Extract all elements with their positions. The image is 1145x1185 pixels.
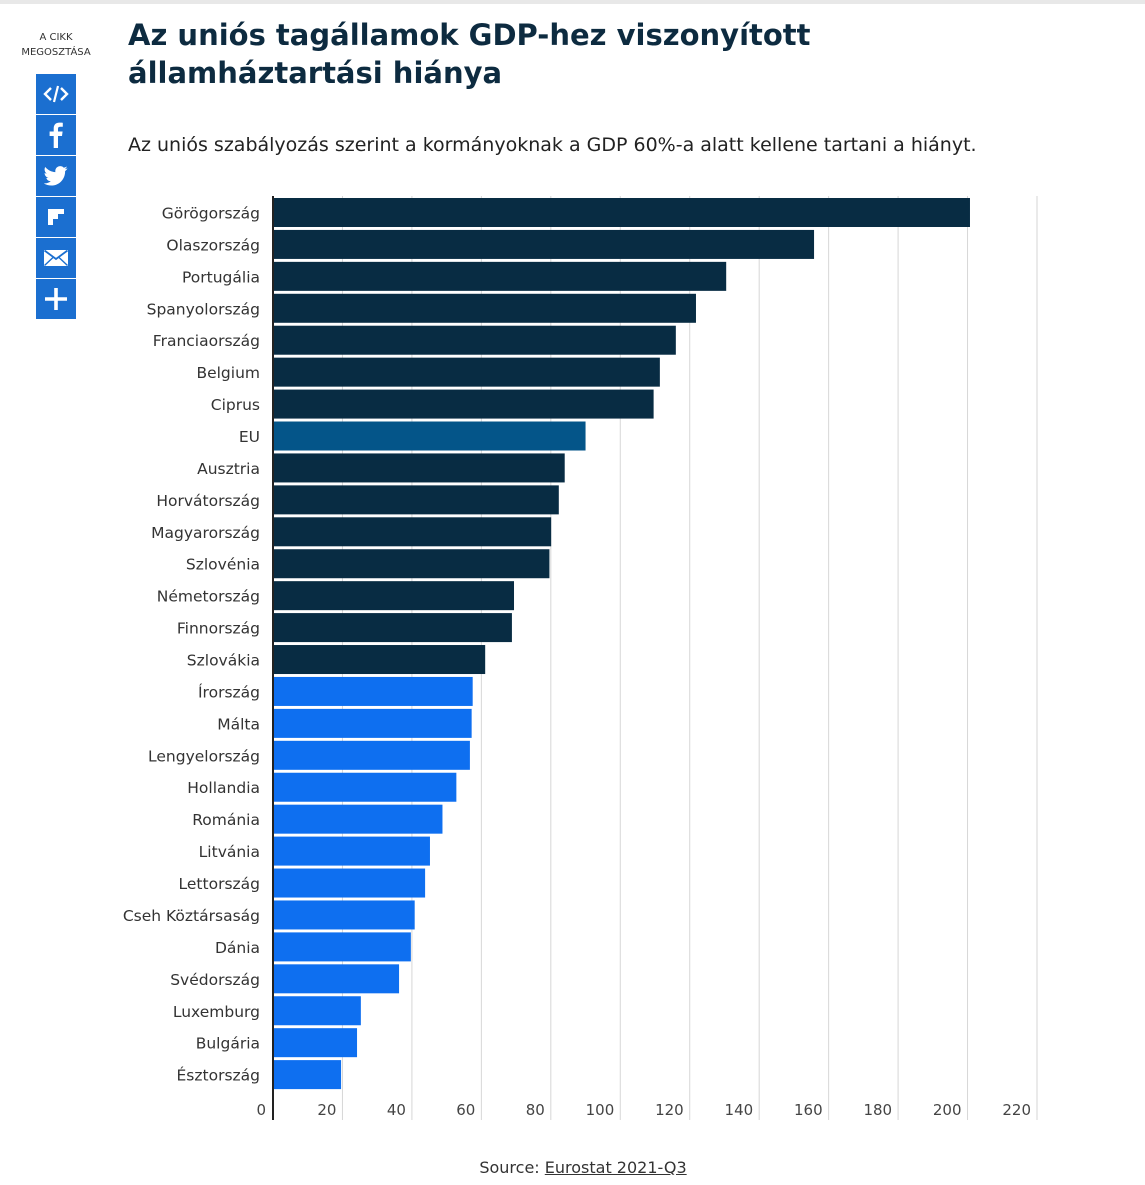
bar xyxy=(273,804,443,834)
source-link[interactable]: Eurostat 2021-Q3 xyxy=(544,1158,687,1177)
bar xyxy=(273,485,559,515)
chart-subtitle: Az uniós szabályozás szerint a kormányok… xyxy=(128,134,977,156)
bar xyxy=(273,676,473,706)
more-share-button[interactable] xyxy=(36,279,76,319)
x-tick-label: 180 xyxy=(863,1101,892,1119)
facebook-share-button[interactable] xyxy=(36,115,76,155)
bar xyxy=(273,932,411,962)
bar xyxy=(273,357,660,387)
category-label: EU xyxy=(239,428,260,446)
bar xyxy=(273,1028,358,1058)
bar xyxy=(273,900,415,930)
bar xyxy=(273,1060,342,1090)
chart-title: Az uniós tagállamok GDP-hez viszonyított… xyxy=(128,18,811,90)
embed-share-button[interactable] xyxy=(36,74,76,114)
share-rail: A CIKK MEGOSZTÁSA xyxy=(20,30,92,319)
source-line: Source: Eurostat 2021-Q3 xyxy=(0,1158,1145,1177)
x-tick-label: 100 xyxy=(586,1101,615,1119)
category-label: Írország xyxy=(198,682,260,701)
x-tick-label: 120 xyxy=(655,1101,684,1119)
category-label: Románia xyxy=(192,811,260,829)
x-tick-label: 40 xyxy=(387,1101,406,1119)
x-tick-label: 160 xyxy=(794,1101,823,1119)
bar xyxy=(273,740,470,770)
category-label: Portugália xyxy=(182,268,260,286)
category-label: Észtország xyxy=(177,1066,261,1085)
category-label: Finnország xyxy=(177,620,260,638)
bar xyxy=(273,293,696,323)
category-label: Görögország xyxy=(162,205,260,223)
category-label: Horvátország xyxy=(156,492,260,510)
x-tick-label: 0 xyxy=(256,1101,266,1119)
bar xyxy=(273,996,361,1026)
bar xyxy=(273,229,815,259)
source-prefix: Source: xyxy=(479,1158,545,1177)
category-label: Cseh Köztársaság xyxy=(123,907,260,925)
facebook-icon xyxy=(49,122,63,148)
category-label: Franciaország xyxy=(153,332,260,350)
bar-chart: Görögország Olaszország Portugália Spanyolo… xyxy=(123,196,1038,1120)
twitter-icon xyxy=(44,166,68,186)
category-label: Magyarország xyxy=(151,524,260,542)
bar xyxy=(273,261,727,291)
bar xyxy=(273,836,430,866)
category-label: Lettország xyxy=(179,875,260,893)
flipboard-icon xyxy=(48,209,64,225)
category-label: Málta xyxy=(217,715,260,733)
x-tick-label: 220 xyxy=(1002,1101,1031,1119)
share-label-line1: A CIKK xyxy=(39,32,73,43)
embed-icon xyxy=(43,85,69,103)
category-label: Szlovákia xyxy=(187,652,260,670)
category-label: Ciprus xyxy=(211,396,260,414)
twitter-share-button[interactable] xyxy=(36,156,76,196)
bar xyxy=(273,581,515,611)
x-tick-label: 20 xyxy=(317,1101,336,1119)
bar xyxy=(273,613,512,643)
bar xyxy=(273,517,552,547)
bar xyxy=(273,453,565,483)
email-icon xyxy=(43,249,69,267)
category-label: Dánia xyxy=(215,939,260,957)
category-label: Svédország xyxy=(170,971,260,989)
bar xyxy=(273,325,676,355)
flipboard-share-button[interactable] xyxy=(36,197,76,237)
category-label: Belgium xyxy=(196,364,260,382)
x-tick-label: 80 xyxy=(526,1101,545,1119)
category-label: Szlovénia xyxy=(186,556,260,574)
bar xyxy=(273,964,400,994)
category-label: Spanyolország xyxy=(147,300,260,318)
category-label: Lengyelország xyxy=(148,747,260,765)
x-tick-label: 200 xyxy=(933,1101,962,1119)
share-label-line2: MEGOSZTÁSA xyxy=(21,47,91,58)
bar xyxy=(273,868,426,898)
x-tick-label: 140 xyxy=(725,1101,754,1119)
category-label: Németország xyxy=(157,588,260,606)
plus-icon xyxy=(45,288,67,310)
category-label: Hollandia xyxy=(187,779,260,797)
bar xyxy=(273,421,586,451)
category-label: Olaszország xyxy=(166,236,260,254)
category-label: Litvánia xyxy=(199,843,260,861)
category-label: Bulgária xyxy=(196,1035,260,1053)
bar xyxy=(273,389,654,419)
category-label: Ausztria xyxy=(197,460,260,478)
email-share-button[interactable] xyxy=(36,238,76,278)
bar xyxy=(273,549,550,579)
category-label: Luxemburg xyxy=(173,1003,260,1021)
x-tick-label: 60 xyxy=(456,1101,475,1119)
bar xyxy=(273,198,970,227)
bar xyxy=(273,772,457,802)
top-bar xyxy=(0,0,1145,4)
bar xyxy=(273,708,472,738)
bar xyxy=(273,645,486,675)
